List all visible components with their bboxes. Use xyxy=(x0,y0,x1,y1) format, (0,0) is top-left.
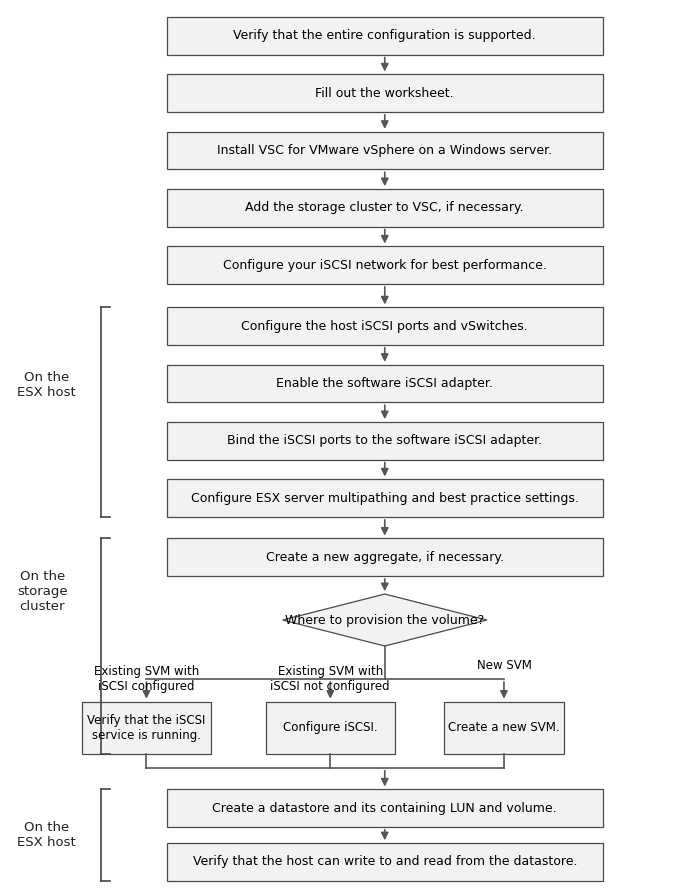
FancyBboxPatch shape xyxy=(167,189,603,227)
FancyBboxPatch shape xyxy=(167,246,603,284)
FancyBboxPatch shape xyxy=(167,422,603,460)
Text: Add the storage cluster to VSC, if necessary.: Add the storage cluster to VSC, if neces… xyxy=(245,202,524,214)
Text: Configure ESX server multipathing and best practice settings.: Configure ESX server multipathing and be… xyxy=(191,492,579,504)
Text: Install VSC for VMware vSphere on a Windows server.: Install VSC for VMware vSphere on a Wind… xyxy=(217,144,552,157)
Text: Fill out the worksheet.: Fill out the worksheet. xyxy=(315,87,454,99)
Text: Existing SVM with
iSCSI not configured: Existing SVM with iSCSI not configured xyxy=(270,665,390,693)
FancyBboxPatch shape xyxy=(167,132,603,169)
Text: On the
ESX host: On the ESX host xyxy=(17,821,76,849)
Text: Enable the software iSCSI adapter.: Enable the software iSCSI adapter. xyxy=(276,377,493,390)
Text: Configure your iSCSI network for best performance.: Configure your iSCSI network for best pe… xyxy=(223,259,547,271)
Text: Verify that the host can write to and read from the datastore.: Verify that the host can write to and re… xyxy=(193,856,577,868)
Polygon shape xyxy=(283,594,487,646)
Text: Create a new aggregate, if necessary.: Create a new aggregate, if necessary. xyxy=(266,551,504,564)
Text: Where to provision the volume?: Where to provision the volume? xyxy=(285,614,484,626)
Text: New SVM: New SVM xyxy=(477,659,531,673)
Text: On the
ESX host: On the ESX host xyxy=(17,371,76,400)
FancyBboxPatch shape xyxy=(167,538,603,576)
Text: Create a new SVM.: Create a new SVM. xyxy=(448,721,560,734)
FancyBboxPatch shape xyxy=(167,365,603,402)
FancyBboxPatch shape xyxy=(266,702,395,754)
FancyBboxPatch shape xyxy=(82,702,211,754)
FancyBboxPatch shape xyxy=(444,702,563,754)
FancyBboxPatch shape xyxy=(167,74,603,112)
FancyBboxPatch shape xyxy=(167,307,603,345)
FancyBboxPatch shape xyxy=(167,789,603,827)
Text: Create a datastore and its containing LUN and volume.: Create a datastore and its containing LU… xyxy=(212,802,557,814)
Text: Existing SVM with
iSCSI configured: Existing SVM with iSCSI configured xyxy=(94,665,199,693)
FancyBboxPatch shape xyxy=(167,479,603,517)
Text: Configure the host iSCSI ports and vSwitches.: Configure the host iSCSI ports and vSwit… xyxy=(241,320,528,332)
Text: On the
storage
cluster: On the storage cluster xyxy=(17,570,67,613)
Text: Configure iSCSI.: Configure iSCSI. xyxy=(283,721,377,734)
FancyBboxPatch shape xyxy=(167,843,603,881)
FancyBboxPatch shape xyxy=(167,17,603,55)
Text: Verify that the entire configuration is supported.: Verify that the entire configuration is … xyxy=(234,30,536,42)
Text: Verify that the iSCSI
service is running.: Verify that the iSCSI service is running… xyxy=(87,713,206,742)
Text: Bind the iSCSI ports to the software iSCSI adapter.: Bind the iSCSI ports to the software iSC… xyxy=(227,435,542,447)
